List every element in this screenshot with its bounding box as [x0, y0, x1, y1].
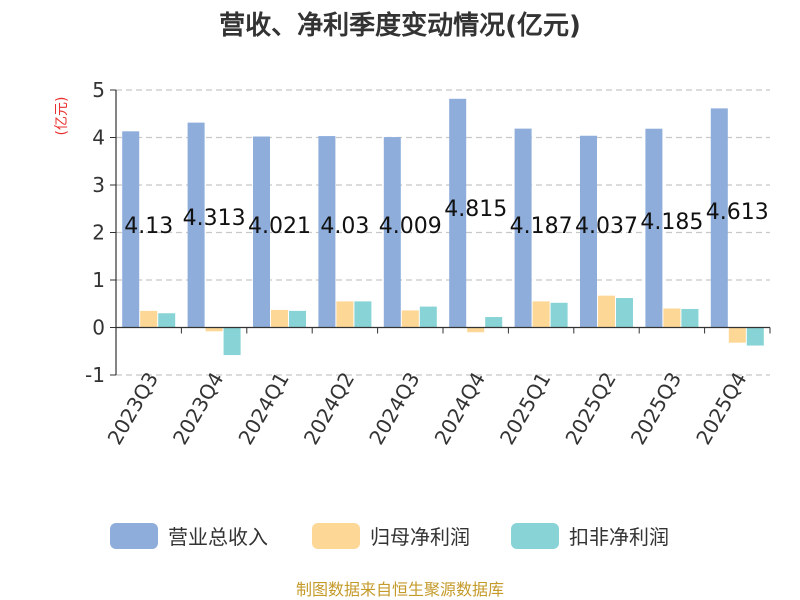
bar-扣非净利润-2024Q3	[419, 306, 437, 328]
legend-swatch	[511, 523, 559, 549]
legend-swatch	[312, 523, 360, 549]
data-label: 4.313	[183, 206, 246, 231]
x-tick-label: 2025Q1	[495, 368, 555, 449]
data-label: 4.037	[575, 214, 638, 239]
bar-扣非净利润-2024Q1	[289, 310, 306, 328]
x-tick-label: 2023Q4	[168, 368, 228, 449]
data-label: 4.021	[248, 214, 311, 239]
bar-扣非净利润-2025Q2	[616, 298, 633, 328]
legend-swatch	[110, 523, 158, 549]
legend-label: 营业总收入	[168, 525, 268, 549]
bar-营业总收入-2025Q3	[645, 128, 663, 328]
y-tick-label: 3	[92, 173, 105, 197]
legend: 营业总收入 归母净利润 扣非净利润	[110, 523, 669, 549]
x-tick-label: 2025Q4	[691, 368, 751, 449]
bar-归母净利润-2023Q3	[140, 310, 158, 328]
legend-label: 归母净利润	[370, 525, 470, 549]
y-tick-label: 0	[92, 316, 105, 340]
bar-归母净利润-2025Q4	[728, 327, 746, 343]
bar-归母净利润-2024Q3	[401, 310, 419, 328]
x-tick-label: 2024Q4	[430, 368, 490, 449]
bar-扣非净利润-2024Q2	[354, 301, 372, 328]
bar-营业总收入-2025Q4	[710, 108, 728, 328]
bar-归母净利润-2024Q2	[336, 301, 354, 328]
bar-归母净利润-2024Q1	[271, 309, 288, 328]
bar-扣非净利润-2023Q3	[158, 313, 176, 328]
bar-归母净利润-2023Q4	[205, 327, 223, 332]
y-tick-labels: 5 4 3 2 1 0 -1	[85, 78, 105, 387]
x-tick-labels: 2023Q3 2023Q4 2024Q1 2024Q2 2024Q3 2024Q4 2025…	[103, 368, 752, 449]
bar-营业总收入-2025Q1	[514, 128, 532, 328]
x-tick-label: 2025Q2	[560, 368, 620, 449]
data-label: 4.613	[706, 200, 769, 225]
bar-扣非净利润-2024Q4	[485, 317, 503, 328]
bar-归母净利润-2025Q2	[598, 295, 615, 328]
chart-title: 营收、净利季度变动情况(亿元)	[219, 10, 581, 41]
data-label: 4.815	[444, 197, 507, 222]
data-label: 4.187	[510, 214, 573, 239]
axes	[110, 89, 771, 376]
y-tick-label: 1	[92, 268, 105, 292]
x-tick-label: 2024Q3	[364, 368, 424, 449]
x-tick-label: 2023Q3	[103, 368, 163, 449]
bar-营业总收入-2025Q2	[580, 135, 597, 328]
bar-营业总收入-2023Q4	[187, 122, 205, 328]
bar-营业总收入-2024Q4	[449, 98, 467, 328]
bar-归母净利润-2025Q3	[663, 308, 681, 328]
bar-归母净利润-2024Q4	[467, 327, 485, 333]
bar-营业总收入-2024Q2	[318, 136, 336, 328]
bar-归母净利润-2025Q1	[532, 301, 550, 328]
x-tick-label: 2024Q1	[233, 368, 293, 449]
bar-扣非净利润-2025Q1	[550, 302, 568, 328]
data-label: 4.03	[320, 214, 369, 239]
bar-营业总收入-2023Q3	[122, 131, 140, 328]
y-tick-label: 2	[92, 221, 105, 245]
x-tick-label: 2024Q2	[299, 368, 359, 449]
source-note: 制图数据来自恒生聚源数据库	[296, 580, 504, 599]
legend-label: 扣非净利润	[569, 525, 669, 549]
bar-扣非净利润-2025Q3	[681, 308, 699, 328]
y-tick-label: -1	[85, 363, 105, 387]
data-label: 4.185	[640, 210, 703, 235]
bar-扣非净利润-2023Q4	[223, 327, 241, 356]
data-label: 4.009	[379, 214, 442, 239]
data-label: 4.13	[124, 214, 173, 239]
y-tick-label: 5	[92, 78, 105, 102]
bars	[122, 98, 764, 356]
bar-营业总收入-2024Q1	[253, 136, 270, 328]
x-tick-label: 2025Q3	[626, 368, 686, 449]
y-tick-label: 4	[92, 126, 105, 150]
bar-营业总收入-2024Q3	[383, 137, 401, 328]
bar-扣非净利润-2025Q4	[746, 327, 764, 346]
y-axis-label: (亿元)	[54, 97, 70, 136]
